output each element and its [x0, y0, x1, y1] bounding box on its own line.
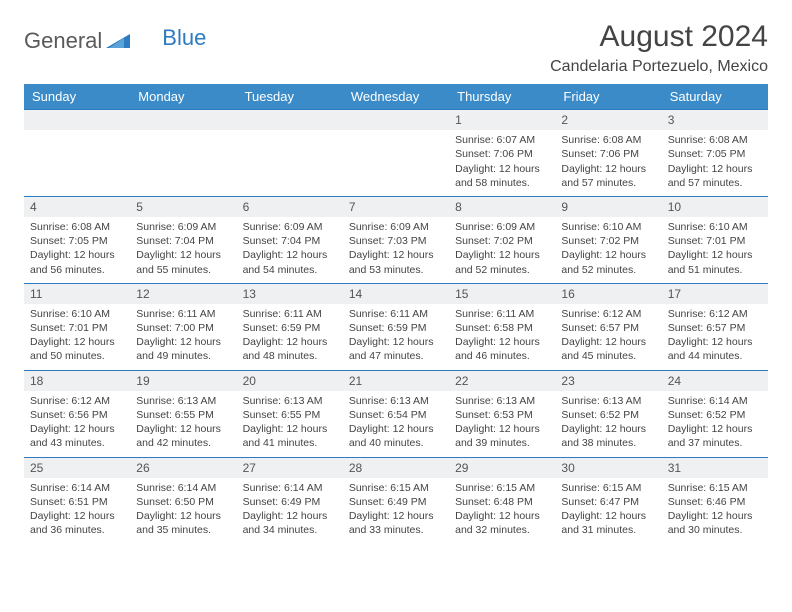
day-detail-row: Sunrise: 6:14 AMSunset: 6:51 PMDaylight:… — [24, 478, 768, 544]
day-detail-cell: Sunrise: 6:12 AMSunset: 6:57 PMDaylight:… — [555, 304, 661, 370]
day-detail-cell — [237, 130, 343, 196]
day-detail-cell: Sunrise: 6:10 AMSunset: 7:01 PMDaylight:… — [24, 304, 130, 370]
brand-word-2: Blue — [162, 25, 206, 51]
weekday-header: Thursday — [449, 84, 555, 110]
weekday-header: Friday — [555, 84, 661, 110]
day-detail-cell: Sunrise: 6:13 AMSunset: 6:53 PMDaylight:… — [449, 391, 555, 457]
day-detail-cell: Sunrise: 6:10 AMSunset: 7:02 PMDaylight:… — [555, 217, 661, 283]
calendar-body: 123Sunrise: 6:07 AMSunset: 7:06 PMDaylig… — [24, 110, 768, 544]
day-detail-row: Sunrise: 6:08 AMSunset: 7:05 PMDaylight:… — [24, 217, 768, 283]
day-detail-cell — [24, 130, 130, 196]
day-number-cell: 25 — [24, 457, 130, 478]
day-detail-cell: Sunrise: 6:13 AMSunset: 6:52 PMDaylight:… — [555, 391, 661, 457]
day-detail-cell — [130, 130, 236, 196]
day-number-cell: 5 — [130, 196, 236, 217]
day-number-cell: 10 — [662, 196, 768, 217]
calendar-table: SundayMondayTuesdayWednesdayThursdayFrid… — [24, 84, 768, 544]
day-detail-cell: Sunrise: 6:14 AMSunset: 6:49 PMDaylight:… — [237, 478, 343, 544]
day-number-cell — [237, 110, 343, 131]
day-number-cell — [343, 110, 449, 131]
day-number-cell: 19 — [130, 370, 236, 391]
location-text: Candelaria Portezuelo, Mexico — [550, 58, 768, 76]
day-detail-cell: Sunrise: 6:15 AMSunset: 6:48 PMDaylight:… — [449, 478, 555, 544]
day-number-cell: 29 — [449, 457, 555, 478]
day-number-cell: 18 — [24, 370, 130, 391]
weekday-header: Monday — [130, 84, 236, 110]
day-number-cell: 9 — [555, 196, 661, 217]
weekday-header: Saturday — [662, 84, 768, 110]
day-number-cell: 20 — [237, 370, 343, 391]
day-detail-cell: Sunrise: 6:14 AMSunset: 6:51 PMDaylight:… — [24, 478, 130, 544]
day-detail-cell — [343, 130, 449, 196]
day-number-cell: 11 — [24, 283, 130, 304]
day-detail-row: Sunrise: 6:07 AMSunset: 7:06 PMDaylight:… — [24, 130, 768, 196]
day-number-cell — [24, 110, 130, 131]
day-detail-cell: Sunrise: 6:15 AMSunset: 6:49 PMDaylight:… — [343, 478, 449, 544]
month-title: August 2024 — [550, 20, 768, 54]
day-number-cell: 22 — [449, 370, 555, 391]
brand-logo: General Blue — [24, 28, 206, 54]
day-number-row: 18192021222324 — [24, 370, 768, 391]
day-detail-cell: Sunrise: 6:07 AMSunset: 7:06 PMDaylight:… — [449, 130, 555, 196]
day-number-cell: 4 — [24, 196, 130, 217]
day-number-row: 25262728293031 — [24, 457, 768, 478]
day-number-cell: 24 — [662, 370, 768, 391]
weekday-header: Wednesday — [343, 84, 449, 110]
day-detail-cell: Sunrise: 6:12 AMSunset: 6:57 PMDaylight:… — [662, 304, 768, 370]
day-detail-cell: Sunrise: 6:11 AMSunset: 6:58 PMDaylight:… — [449, 304, 555, 370]
day-number-cell: 21 — [343, 370, 449, 391]
day-number-cell — [130, 110, 236, 131]
day-number-cell: 14 — [343, 283, 449, 304]
day-number-cell: 16 — [555, 283, 661, 304]
day-number-cell: 12 — [130, 283, 236, 304]
day-number-cell: 28 — [343, 457, 449, 478]
day-number-cell: 31 — [662, 457, 768, 478]
day-detail-cell: Sunrise: 6:15 AMSunset: 6:47 PMDaylight:… — [555, 478, 661, 544]
day-number-cell: 26 — [130, 457, 236, 478]
day-number-cell: 15 — [449, 283, 555, 304]
day-number-cell: 17 — [662, 283, 768, 304]
day-detail-cell: Sunrise: 6:11 AMSunset: 7:00 PMDaylight:… — [130, 304, 236, 370]
day-detail-cell: Sunrise: 6:09 AMSunset: 7:02 PMDaylight:… — [449, 217, 555, 283]
day-detail-cell: Sunrise: 6:13 AMSunset: 6:55 PMDaylight:… — [237, 391, 343, 457]
day-number-cell: 30 — [555, 457, 661, 478]
day-number-cell: 27 — [237, 457, 343, 478]
day-detail-cell: Sunrise: 6:12 AMSunset: 6:56 PMDaylight:… — [24, 391, 130, 457]
day-detail-cell: Sunrise: 6:14 AMSunset: 6:50 PMDaylight:… — [130, 478, 236, 544]
day-detail-cell: Sunrise: 6:08 AMSunset: 7:05 PMDaylight:… — [24, 217, 130, 283]
day-detail-cell: Sunrise: 6:11 AMSunset: 6:59 PMDaylight:… — [343, 304, 449, 370]
day-detail-row: Sunrise: 6:12 AMSunset: 6:56 PMDaylight:… — [24, 391, 768, 457]
day-detail-cell: Sunrise: 6:15 AMSunset: 6:46 PMDaylight:… — [662, 478, 768, 544]
day-number-row: 11121314151617 — [24, 283, 768, 304]
day-detail-cell: Sunrise: 6:11 AMSunset: 6:59 PMDaylight:… — [237, 304, 343, 370]
weekday-header: Sunday — [24, 84, 130, 110]
weekday-header: Tuesday — [237, 84, 343, 110]
day-number-cell: 2 — [555, 110, 661, 131]
brand-word-1: General — [24, 28, 102, 54]
day-number-cell: 7 — [343, 196, 449, 217]
day-detail-cell: Sunrise: 6:13 AMSunset: 6:54 PMDaylight:… — [343, 391, 449, 457]
day-number-cell: 1 — [449, 110, 555, 131]
day-detail-cell: Sunrise: 6:09 AMSunset: 7:03 PMDaylight:… — [343, 217, 449, 283]
day-number-cell: 8 — [449, 196, 555, 217]
header: General Blue August 2024 Candelaria Port… — [24, 20, 768, 76]
day-number-cell: 3 — [662, 110, 768, 131]
day-detail-cell: Sunrise: 6:10 AMSunset: 7:01 PMDaylight:… — [662, 217, 768, 283]
brand-triangle-icon — [106, 30, 130, 53]
day-number-cell: 23 — [555, 370, 661, 391]
day-detail-cell: Sunrise: 6:08 AMSunset: 7:05 PMDaylight:… — [662, 130, 768, 196]
day-detail-cell: Sunrise: 6:13 AMSunset: 6:55 PMDaylight:… — [130, 391, 236, 457]
day-number-row: 123 — [24, 110, 768, 131]
day-detail-cell: Sunrise: 6:08 AMSunset: 7:06 PMDaylight:… — [555, 130, 661, 196]
weekday-header-row: SundayMondayTuesdayWednesdayThursdayFrid… — [24, 84, 768, 110]
day-detail-row: Sunrise: 6:10 AMSunset: 7:01 PMDaylight:… — [24, 304, 768, 370]
day-number-cell: 6 — [237, 196, 343, 217]
title-block: August 2024 Candelaria Portezuelo, Mexic… — [550, 20, 768, 76]
day-number-cell: 13 — [237, 283, 343, 304]
day-number-row: 45678910 — [24, 196, 768, 217]
day-detail-cell: Sunrise: 6:09 AMSunset: 7:04 PMDaylight:… — [237, 217, 343, 283]
day-detail-cell: Sunrise: 6:09 AMSunset: 7:04 PMDaylight:… — [130, 217, 236, 283]
day-detail-cell: Sunrise: 6:14 AMSunset: 6:52 PMDaylight:… — [662, 391, 768, 457]
